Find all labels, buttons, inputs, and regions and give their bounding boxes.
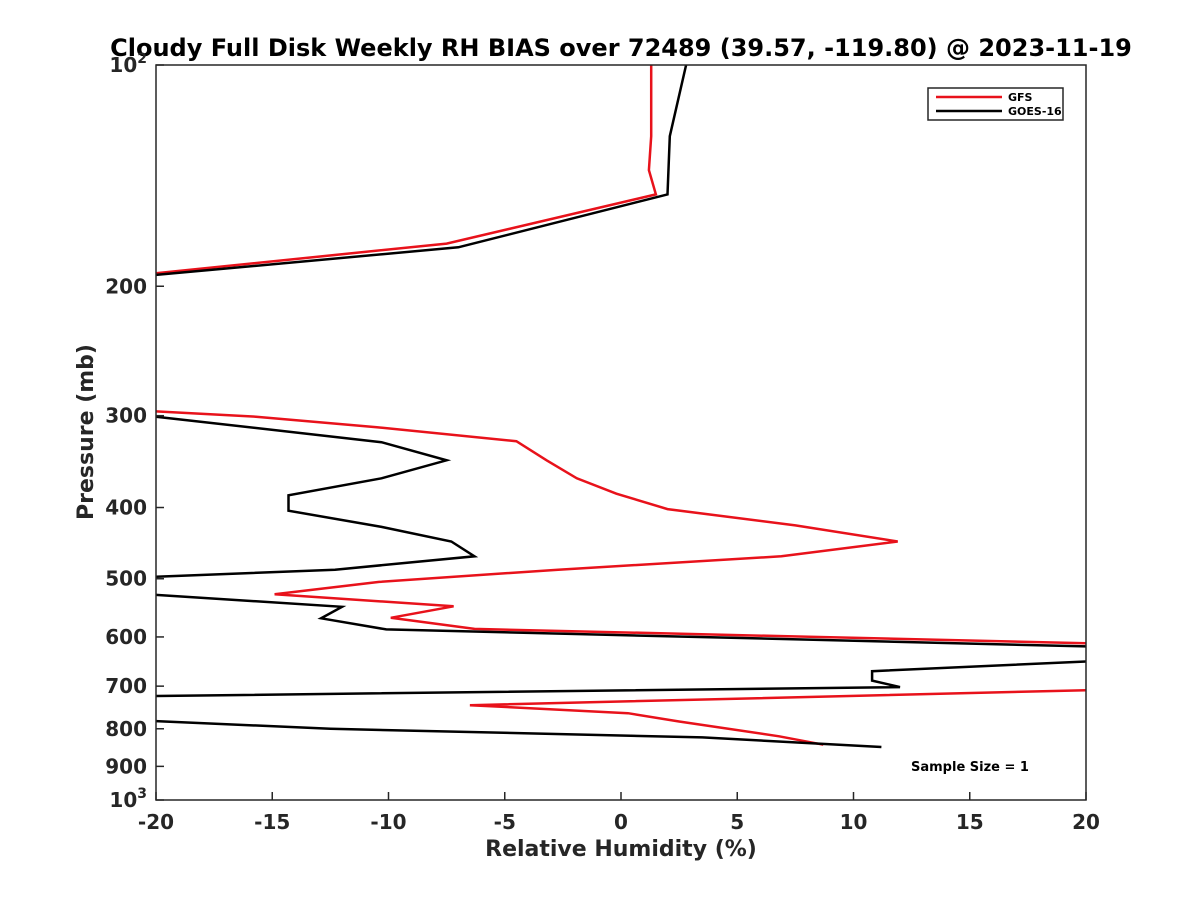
x-axis-label: Relative Humidity (%) bbox=[485, 837, 757, 862]
x-tick-label: 15 bbox=[956, 810, 984, 834]
y-tick-label: 103 bbox=[109, 786, 147, 812]
y-tick-label: 300 bbox=[105, 404, 147, 428]
series-line-goes16-segment-3 bbox=[155, 593, 1087, 648]
y-tick-label: 600 bbox=[105, 625, 147, 649]
x-axis: -20 -15 -10 -5 0 5 10 15 20 bbox=[138, 792, 1100, 834]
series-line-goes16-segment-4 bbox=[155, 660, 1087, 698]
chart-title: Cloudy Full Disk Weekly RH BIAS over 724… bbox=[110, 34, 1132, 62]
series-line-goes16-segment-5 bbox=[155, 719, 882, 749]
series-line-gfs-segment-1 bbox=[155, 65, 658, 275]
series-line-goes16-segment-1 bbox=[155, 64, 688, 277]
y-tick-label: 500 bbox=[105, 567, 147, 591]
y-tick-label: 102 bbox=[109, 51, 147, 77]
x-tick-label: 5 bbox=[730, 810, 744, 834]
legend-label-gfs: GFS bbox=[1008, 91, 1033, 104]
x-tick-label: -10 bbox=[370, 810, 406, 834]
y-tick-label: 800 bbox=[105, 717, 147, 741]
legend-label-goes16: GOES-16 bbox=[1008, 105, 1062, 118]
x-tick-label: 10 bbox=[840, 810, 868, 834]
y-tick-label: 200 bbox=[105, 274, 147, 298]
plot-lines bbox=[155, 64, 1087, 749]
series-line-goes16-segment-2 bbox=[155, 415, 479, 579]
y-tick-label: 400 bbox=[105, 496, 147, 520]
y-tick-label: 900 bbox=[105, 754, 147, 778]
y-tick-label: 700 bbox=[105, 674, 147, 698]
x-tick-label: -5 bbox=[494, 810, 516, 834]
x-tick-label: 0 bbox=[614, 810, 628, 834]
x-tick-label: -20 bbox=[138, 810, 174, 834]
y-axis: 102 200 300 400 500 600 700 800 900 103 bbox=[105, 51, 164, 812]
legend-box bbox=[927, 87, 1064, 121]
series-line-gfs-segment-3 bbox=[469, 688, 1087, 746]
x-tick-label: -15 bbox=[254, 810, 290, 834]
y-axis-label: Pressure (mb) bbox=[74, 344, 99, 520]
x-tick-label: 20 bbox=[1072, 810, 1100, 834]
series-line-gfs-segment-2 bbox=[155, 410, 1087, 645]
legend: GFS GOES-16 bbox=[927, 87, 1064, 121]
sample-size-annotation: Sample Size = 1 bbox=[911, 760, 1029, 775]
